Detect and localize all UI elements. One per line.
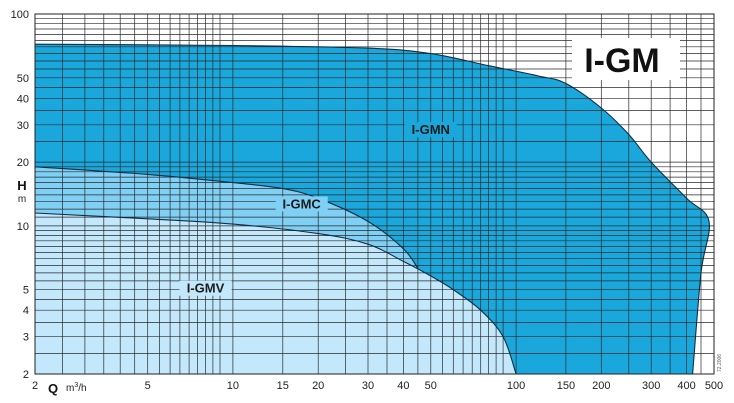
x-axis-unit: m3/h (66, 382, 87, 394)
y-tick-label-1: 3 (23, 332, 29, 344)
x-tick-label-12: 400 (677, 380, 695, 392)
x-tick-label-3: 15 (277, 380, 289, 392)
y-tick-label-4: 10 (17, 221, 29, 233)
x-unit-base: m (66, 383, 74, 394)
y-tick-label-0: 2 (23, 369, 29, 381)
x-tick-label-10: 200 (592, 380, 610, 392)
x-unit-rest: /h (78, 383, 86, 394)
curve-label-2: I-GMV (187, 281, 225, 296)
x-tick-label-9: 150 (557, 380, 575, 392)
area-fill-2 (35, 213, 517, 374)
x-tick-label-1: 5 (145, 380, 151, 392)
y-tick-label-3: 5 (23, 285, 29, 297)
y-tick-label-5: 20 (17, 157, 29, 169)
y-tick-labels: 2 3 4 5 10 20 30 40 50 100 (11, 9, 29, 381)
x-tick-label-2: 10 (227, 380, 239, 392)
curve-line-2 (34, 212, 517, 375)
curve-line-0 (34, 43, 711, 375)
x-tick-label-5: 30 (362, 380, 374, 392)
y-tick-label-9: 100 (11, 9, 29, 21)
chart-title: I-GM (584, 42, 660, 80)
curve-label-1: I-GMC (283, 196, 322, 211)
x-tick-label-11: 300 (642, 380, 660, 392)
curve-label-bg-1 (275, 196, 328, 212)
y-axis-title: H (17, 178, 26, 193)
y-axis-unit: m (18, 194, 26, 205)
y-tick-label-7: 40 (17, 93, 29, 105)
x-tick-label-8: 100 (507, 380, 525, 392)
curve-label-bg-2 (179, 280, 232, 296)
figure-code: 72.2006 (717, 354, 723, 372)
curve-outlines (34, 43, 711, 375)
title-box (572, 38, 680, 80)
curve-label-bg-0 (404, 122, 457, 138)
x-axis-title: Q (48, 381, 58, 396)
y-tick-label-6: 30 (17, 120, 29, 132)
x-tick-label-6: 40 (397, 380, 409, 392)
x-tick-label-4: 20 (312, 380, 324, 392)
y-tick-label-2: 4 (23, 305, 29, 317)
x-tick-label-13: 500 (705, 380, 723, 392)
curve-line-1 (34, 166, 419, 269)
x-tick-labels: 2 5 10 15 20 30 40 50 100 150 200 300 400 500 (32, 380, 723, 392)
x-unit-sup: 3 (74, 382, 78, 389)
plot-frame (34, 13, 715, 375)
x-tick-label-0: 2 (32, 380, 38, 392)
y-tick-label-8: 50 (17, 73, 29, 85)
curve-label-0: I-GMN (412, 122, 450, 137)
x-tick-label-7: 50 (425, 380, 437, 392)
curve-labels: I-GMN I-GMC I-GMV (179, 122, 457, 296)
